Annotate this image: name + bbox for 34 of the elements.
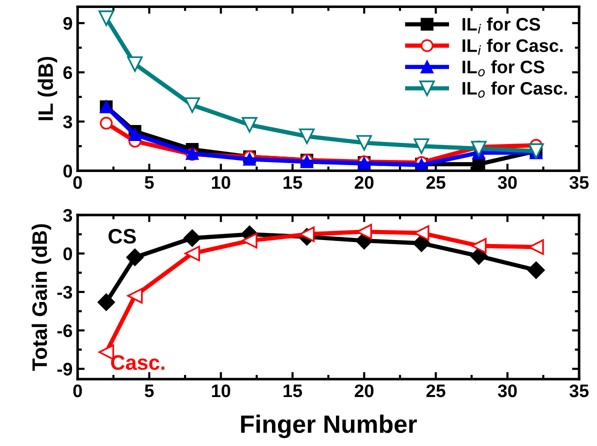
x-tick-label: 0 xyxy=(73,176,82,189)
legend-label: IL$_{o}$ for Casc. xyxy=(462,81,567,98)
y-tick-label: 9 xyxy=(63,17,72,30)
x-tick-label: 20 xyxy=(354,384,374,398)
x-tick-label: 30 xyxy=(498,384,517,398)
y-axis-title: Total Gain (dB) xyxy=(32,224,52,371)
x-tick-label: 30 xyxy=(498,176,517,189)
x-tick-label: 15 xyxy=(284,384,302,398)
x-tick-label: 5 xyxy=(144,176,154,189)
x-tick-label: 35 xyxy=(569,176,589,189)
series-label: Casc. xyxy=(111,355,164,370)
y-tick-label: 6 xyxy=(63,66,72,80)
legend-label: IL$_{i}$ for Casc. xyxy=(462,38,563,55)
y-tick-label: -3 xyxy=(57,286,72,299)
x-tick-label: 25 xyxy=(426,176,446,189)
x-tick-label: 0 xyxy=(73,384,82,398)
y-axis-title: IL (dB) xyxy=(38,56,58,120)
y-tick-label: 0 xyxy=(63,164,72,178)
legend-label: IL$_{o}$ for CS xyxy=(462,60,544,76)
y-tick-label: -9 xyxy=(57,362,72,376)
x-tick-label: 5 xyxy=(144,384,154,398)
legend-label: CS xyxy=(108,228,136,244)
x-axis-title: Finger Number xyxy=(241,414,417,438)
y-tick-label: -6 xyxy=(57,324,72,338)
x-tick-label: 10 xyxy=(212,384,230,398)
y-tick-label: 0 xyxy=(63,247,72,260)
x-tick-label: 15 xyxy=(284,176,302,189)
x-tick-label: 10 xyxy=(212,176,230,189)
y-tick-label: 3 xyxy=(63,208,72,222)
x-tick-label: 35 xyxy=(569,384,589,398)
legend-label: IL$_{i}$ for CS xyxy=(462,17,540,34)
x-tick-label: 25 xyxy=(426,384,446,398)
x-tick-label: 20 xyxy=(354,176,374,189)
y-tick-label: 3 xyxy=(63,115,72,128)
